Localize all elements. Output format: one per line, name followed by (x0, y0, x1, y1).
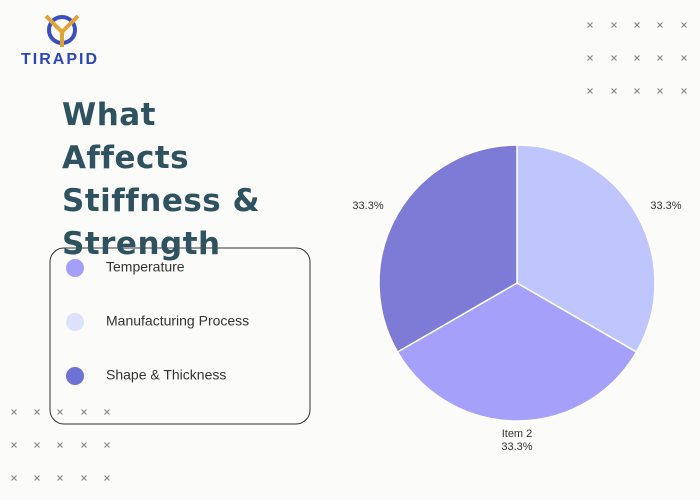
deco-cross (81, 442, 87, 448)
value-label: 33.3% (352, 200, 383, 212)
legend-box (49, 247, 311, 425)
legend-label: Manufacturing Process (106, 313, 249, 329)
deco-cross (634, 22, 640, 28)
deco-cross (104, 409, 110, 415)
deco-cross (57, 475, 63, 481)
value-label: 33.3% (650, 200, 681, 212)
deco-cross (611, 88, 617, 94)
pie-slice (378, 144, 518, 354)
deco-cross (11, 442, 17, 448)
deco-cross (34, 475, 40, 481)
legend-swatch (66, 367, 84, 385)
decoration (11, 22, 687, 481)
deco-cross (81, 475, 87, 481)
deco-cross (34, 409, 40, 415)
slice-category: Item 2 (502, 428, 533, 440)
deco-cross (611, 55, 617, 61)
deco-cross (11, 409, 17, 415)
legend-swatch (66, 313, 84, 331)
deco-cross (104, 475, 110, 481)
deco-cross (34, 442, 40, 448)
deco-cross (611, 22, 617, 28)
deco-cross (104, 442, 110, 448)
deco-cross (587, 88, 593, 94)
legend-swatch (66, 259, 84, 277)
legend-label: Temperature (106, 259, 185, 275)
logo-text: TIRAPID (21, 51, 99, 68)
deco-cross (657, 88, 663, 94)
deco-cross (587, 22, 593, 28)
chart-title: What Affects Stiffness & Strength (62, 97, 261, 262)
deco-cross (657, 55, 663, 61)
legend-label: Shape & Thickness (106, 367, 226, 383)
deco-cross (657, 22, 663, 28)
deco-cross (681, 55, 687, 61)
deco-cross (634, 88, 640, 94)
deco-cross (11, 475, 17, 481)
value-label: 33.3% (501, 441, 532, 453)
logo-icon (44, 14, 80, 47)
deco-cross (57, 409, 63, 415)
deco-cross (57, 442, 63, 448)
deco-cross (81, 409, 87, 415)
pie-slice (516, 144, 656, 354)
deco-cross (634, 55, 640, 61)
deco-cross (681, 88, 687, 94)
deco-cross (587, 55, 593, 61)
deco-cross (681, 22, 687, 28)
